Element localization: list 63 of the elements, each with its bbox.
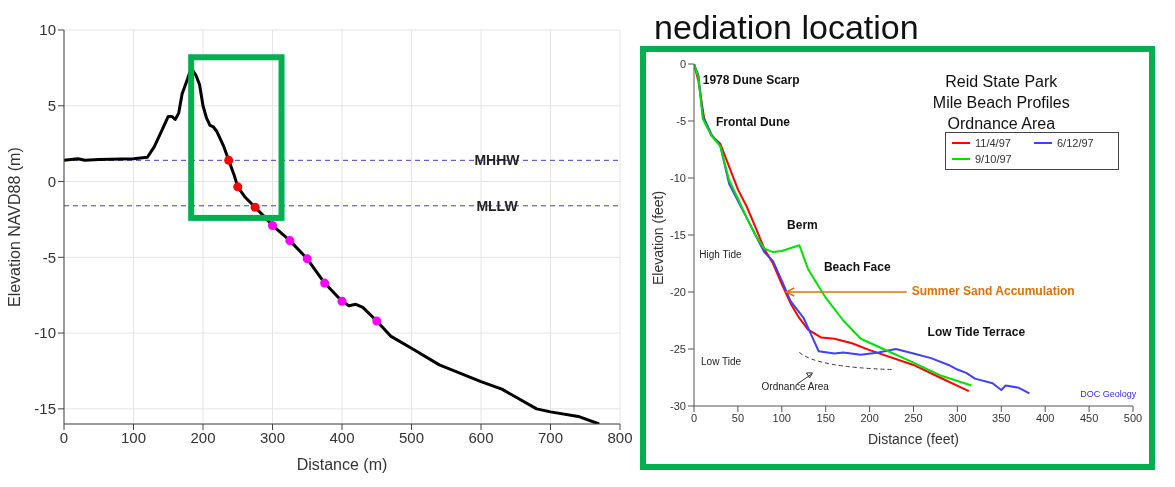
x-tick-label: 400 [1036, 411, 1055, 424]
chart-title: nediation location [654, 8, 920, 46]
annotation: Low Tide [701, 356, 742, 368]
point [224, 155, 234, 165]
x-tick-label: 200 [190, 428, 216, 446]
legend-label: 9/10/97 [975, 153, 1012, 165]
legend-label: 6/12/97 [1057, 137, 1094, 149]
y-tick-label: -15 [670, 228, 686, 241]
annotation: High Tide [699, 249, 742, 261]
annotation: DOC Geology [1080, 388, 1137, 399]
point [302, 254, 312, 264]
y-tick-label: -30 [670, 399, 686, 412]
y-tick-label: -20 [670, 285, 686, 298]
y-tick-label: 0 [679, 57, 686, 70]
x-tick-label: 450 [1079, 411, 1099, 424]
annotation: Ordnance Area [761, 381, 830, 393]
x-tick-label: 0 [59, 428, 69, 446]
point [285, 236, 295, 246]
annotation: Berm [787, 218, 818, 233]
y-tick-label: -5 [676, 114, 686, 127]
point [267, 220, 278, 230]
y-tick-label: 10 [39, 21, 56, 39]
x-tick-label: 300 [948, 411, 967, 424]
annotation: Low Tide Terrace [927, 325, 1026, 340]
annotation: Beach Face [823, 260, 891, 275]
text: Reid State Park Mile Beach Profiles Ordnance Area [932, 72, 1070, 132]
point [250, 202, 260, 212]
annotation: 1978 Dune Scarp [702, 73, 800, 88]
y-tick-label: -5 [42, 248, 56, 266]
x-tick-label: 250 [904, 411, 923, 424]
y-axis-title: Elevation (feet) [649, 190, 666, 285]
x-tick-label: 500 [1123, 411, 1143, 424]
y-tick-label: -10 [670, 171, 686, 184]
x-tick-label: 100 [120, 428, 147, 446]
x-tick-label: 200 [860, 411, 879, 424]
annotation: Frontal Dune [715, 115, 791, 130]
y-tick-label: -15 [34, 400, 56, 418]
ref-line-label: MHHW [474, 152, 521, 169]
point [320, 278, 330, 288]
x-axis-title: Distance (feet) [867, 431, 960, 447]
y-tick-label: -25 [670, 342, 686, 355]
x-tick-label: 400 [329, 428, 355, 446]
y-tick-label: 5 [47, 97, 56, 115]
x-tick-label: 800 [607, 428, 633, 446]
legend-label: 11/4/97 [975, 137, 1011, 149]
x-axis-title: Distance (m) [296, 456, 388, 473]
x-tick-label: 700 [537, 428, 564, 446]
x-tick-label: 50 [731, 411, 745, 424]
point [233, 182, 243, 192]
x-tick-label: 350 [992, 411, 1011, 424]
x-tick-label: 0 [690, 411, 698, 424]
x-tick-label: 300 [259, 428, 286, 446]
y-tick-label: -10 [34, 324, 56, 342]
x-tick-label: 600 [468, 428, 494, 446]
annotation: Summer Sand Accumulation [911, 284, 1075, 299]
y-tick-label: 0 [47, 172, 56, 190]
point [372, 316, 382, 326]
ref-line-label: MLLW [476, 197, 519, 214]
point [337, 296, 347, 306]
x-tick-label: 100 [772, 411, 791, 424]
x-tick-label: 150 [816, 411, 835, 424]
y-axis-title: Elevation NAVD88 (m) [5, 147, 23, 307]
x-tick-label: 500 [398, 428, 425, 446]
